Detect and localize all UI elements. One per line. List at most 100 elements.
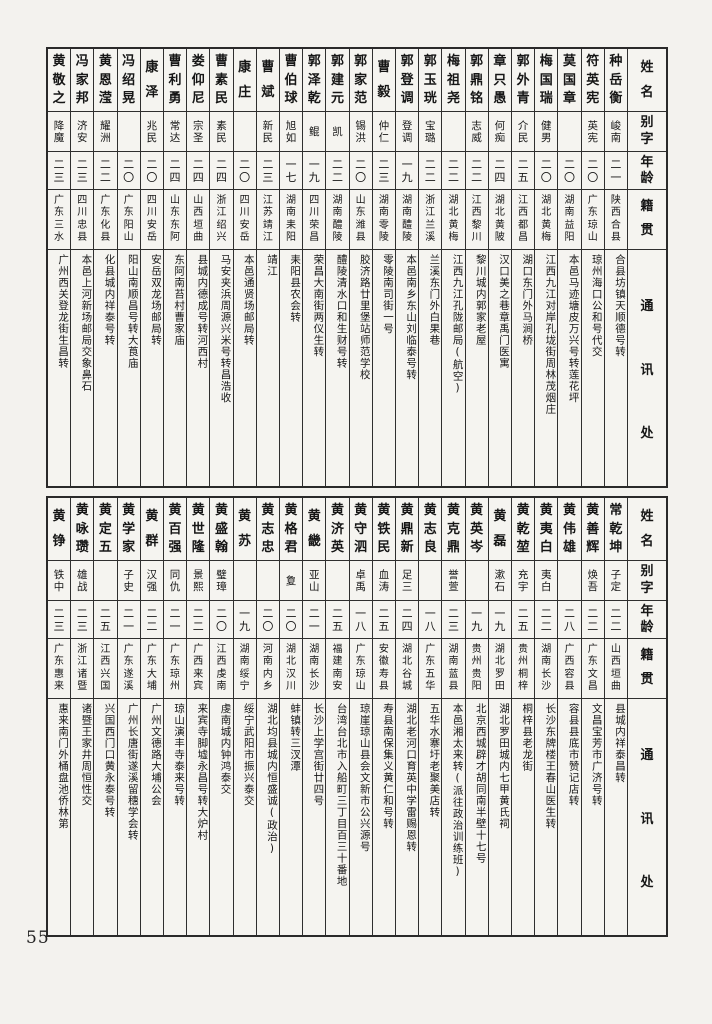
glyph: 字 bbox=[640, 132, 654, 147]
glyph: 昌 bbox=[309, 232, 320, 243]
member-column: 黄志忠二〇河南内乡湖北均县城内恒盛诚(政治) bbox=[256, 498, 280, 935]
glyph: 章 bbox=[493, 53, 507, 69]
glyph: 黎 bbox=[471, 219, 482, 231]
age-cell: 二〇 bbox=[117, 151, 140, 189]
glyph: 五 bbox=[331, 619, 343, 633]
glyph: 耀 bbox=[100, 119, 111, 132]
glyph: 足 bbox=[401, 568, 413, 581]
glyph: 蓝 bbox=[448, 668, 459, 680]
glyph: 二 bbox=[99, 170, 111, 184]
glyph: 二 bbox=[424, 157, 436, 171]
name-cell: 郭家范 bbox=[350, 49, 372, 111]
member-column: 曹伯球旭如一七湖南耒阳耒阳县农会转 bbox=[279, 49, 304, 486]
glyph: 二 bbox=[610, 619, 622, 633]
zi-cell: 济安 bbox=[71, 111, 94, 151]
glyph: 洲 bbox=[100, 131, 111, 144]
zi-cell bbox=[442, 111, 465, 151]
address-text: 容县县底市赞记店转 bbox=[567, 703, 580, 807]
glyph: 籍 bbox=[640, 648, 654, 664]
glyph: 九 bbox=[308, 170, 320, 184]
glyph: 二 bbox=[563, 157, 575, 171]
glyph: 只 bbox=[493, 72, 507, 88]
glyph: 州 bbox=[518, 656, 529, 667]
address-cell: 诸暨王家井周恒性交 bbox=[71, 698, 94, 935]
glyph: 讯 bbox=[640, 811, 654, 827]
origin-cell: 广东化县 bbox=[94, 189, 117, 249]
member-column: 黄世隆景熙二二广西来宾来宾寺脚墟永昌号转大炉村 bbox=[187, 498, 211, 935]
glyph: 梅 bbox=[448, 232, 459, 243]
glyph: 格 bbox=[284, 521, 298, 537]
zi-cell bbox=[94, 560, 117, 600]
glyph: 县 bbox=[378, 681, 389, 692]
glyph: 县 bbox=[77, 232, 88, 243]
glyph: 尼 bbox=[191, 91, 205, 107]
name-cell: 黄铮 bbox=[48, 498, 70, 560]
glyph: 三 bbox=[53, 619, 65, 633]
member-column: 黄鼎新足三二四湖北谷城湖北老河口育英中学雷赐恩转 bbox=[395, 498, 420, 935]
glyph: 二 bbox=[331, 157, 343, 171]
glyph: 二 bbox=[53, 606, 65, 620]
zi-cell: 雄战 bbox=[71, 560, 94, 600]
glyph: 二 bbox=[447, 157, 459, 171]
member-column: 黄铮铁中二三广东惠来惠来南门外桶盘池侨林第 bbox=[47, 498, 72, 935]
address-cell: 零陵南司街一号 bbox=[372, 249, 395, 486]
glyph: 学 bbox=[122, 521, 136, 537]
glyph: 川 bbox=[239, 207, 250, 218]
glyph: 一 bbox=[494, 606, 506, 620]
glyph: 五 bbox=[378, 619, 390, 633]
glyph: 如 bbox=[285, 131, 297, 144]
glyph: 沙 bbox=[309, 681, 320, 692]
name-cell: 种岳衡 bbox=[605, 49, 627, 111]
glyph: 二 bbox=[471, 157, 483, 171]
age-cell: 二〇 bbox=[233, 151, 256, 189]
age-cell: 一七 bbox=[279, 151, 303, 189]
glyph: 玉 bbox=[423, 72, 437, 88]
glyph: 常 bbox=[609, 502, 623, 518]
glyph: 二 bbox=[169, 157, 181, 171]
glyph: 琼 bbox=[170, 668, 181, 680]
glyph: 新 bbox=[262, 119, 274, 132]
glyph: 醴 bbox=[402, 219, 413, 231]
address-text: 湖北罗田城内七甲黄氏祠 bbox=[497, 703, 510, 830]
glyph: 亚 bbox=[309, 568, 320, 581]
glyph: 二 bbox=[76, 606, 88, 620]
member-column: 康庄二〇四川安岳本邑通贤场邮局转 bbox=[233, 49, 257, 486]
glyph: 梅 bbox=[446, 53, 460, 69]
glyph: 阳 bbox=[471, 681, 482, 692]
member-column: 郭外青介民二五江西都昌湖口东门外马涧桥 bbox=[511, 49, 536, 486]
address-text: 县城内德成号转河西村 bbox=[196, 254, 209, 369]
name-cell: 郭玉珖 bbox=[419, 49, 441, 111]
glyph: 浙 bbox=[216, 194, 227, 206]
glyph: 五 bbox=[517, 619, 529, 633]
member-column: 黄盛翰璧璋二〇江西虔南虔南城内钟鸿泰交 bbox=[210, 498, 234, 935]
glyph: 二 bbox=[53, 157, 65, 171]
glyph: 兆 bbox=[146, 119, 158, 132]
zi-cell: 景熙 bbox=[187, 560, 210, 600]
glyph: 长 bbox=[541, 668, 552, 680]
glyph: 县 bbox=[448, 681, 459, 692]
name-cell: 黄咏瓒 bbox=[71, 498, 93, 560]
address-cell: 本邑通贤场邮局转 bbox=[233, 249, 256, 486]
glyph: 东 bbox=[123, 207, 134, 218]
header-cell-origin: 籍贯 bbox=[628, 189, 666, 249]
glyph: 宗 bbox=[192, 119, 204, 132]
glyph: 辉 bbox=[586, 540, 600, 556]
glyph: 岑 bbox=[470, 540, 484, 556]
glyph: 咏 bbox=[75, 521, 89, 537]
glyph: 川 bbox=[146, 207, 157, 218]
glyph: 泗 bbox=[354, 540, 368, 556]
zi-cell: 英宪 bbox=[581, 111, 604, 151]
glyph: 国 bbox=[100, 681, 111, 692]
origin-cell: 福建南安 bbox=[326, 638, 349, 698]
name-cell: 曹毅 bbox=[373, 49, 395, 111]
glyph: 江 bbox=[262, 232, 273, 243]
address-text: 耒阳县农会转 bbox=[289, 254, 302, 323]
glyph: 埔 bbox=[146, 681, 157, 692]
glyph: 〇 bbox=[563, 170, 575, 184]
glyph: 国 bbox=[562, 72, 576, 88]
glyph: 湖 bbox=[494, 643, 505, 655]
age-cell: 二五 bbox=[94, 600, 117, 638]
origin-cell: 广东阳山 bbox=[117, 189, 140, 249]
age-cell: 二一 bbox=[163, 600, 187, 638]
glyph: 铮 bbox=[52, 534, 66, 549]
